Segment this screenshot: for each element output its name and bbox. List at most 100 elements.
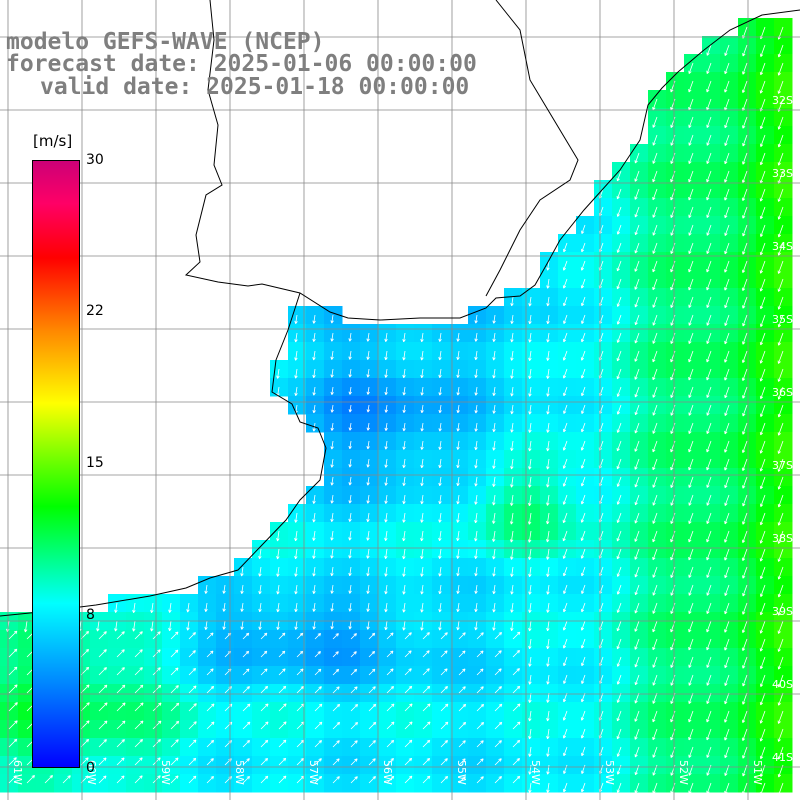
wind-arrow — [294, 350, 298, 361]
latitude-label: 38S — [772, 532, 793, 545]
wind-arrow — [634, 368, 640, 380]
wind-arrow — [634, 728, 640, 740]
wind-arrow — [438, 404, 442, 414]
wind-arrow — [134, 702, 144, 712]
wind-arrow — [422, 685, 431, 694]
wind-arrow — [546, 620, 550, 632]
wind-arrow — [777, 656, 784, 670]
wind-arrow — [759, 350, 766, 364]
wind-arrow — [240, 620, 244, 630]
wind-arrow — [777, 494, 784, 508]
wind-arrow — [528, 296, 532, 307]
wind-arrow — [706, 44, 712, 56]
wind-arrow — [742, 386, 748, 399]
wind-arrow — [724, 440, 730, 453]
wind-arrow — [330, 476, 334, 486]
wind-arrow — [724, 692, 730, 705]
wind-arrow — [494, 758, 502, 766]
wind-arrow — [706, 386, 712, 398]
wind-arrow — [546, 602, 550, 613]
wind-arrow — [580, 530, 586, 541]
wind-arrow — [616, 638, 622, 650]
wind-arrow — [742, 62, 748, 75]
wind-arrow — [777, 44, 784, 58]
wind-arrow — [420, 530, 424, 542]
wind-arrow — [652, 206, 658, 218]
wind-arrow — [741, 350, 748, 364]
wind-arrow — [759, 116, 766, 130]
wind-arrow — [350, 703, 359, 712]
wind-arrow — [330, 404, 334, 413]
wind-arrow — [8, 757, 17, 766]
wind-arrow — [366, 530, 370, 541]
wind-arrow — [759, 260, 766, 274]
wind-arrow — [458, 703, 467, 712]
wind-arrow — [546, 350, 550, 361]
wind-arrow — [616, 170, 622, 182]
wind-arrow — [170, 649, 179, 658]
wind-arrow — [402, 332, 406, 343]
wind-arrow — [350, 668, 358, 676]
wind-arrow — [368, 686, 376, 694]
colorbar-tick-30: 30 — [86, 152, 104, 168]
wind-arrow — [616, 206, 622, 217]
wind-arrow — [206, 703, 215, 712]
longitude-label: 60W — [85, 760, 98, 785]
wind-arrow — [206, 739, 215, 748]
wind-arrow — [476, 650, 484, 658]
wind-arrow — [114, 620, 118, 632]
latitude-labels: 32S 33S 34S 35S 36S 37S 38S 39S 40S 41S — [772, 94, 793, 764]
wind-arrow — [634, 566, 640, 578]
wind-arrow — [240, 566, 244, 577]
wind-arrow — [188, 685, 197, 694]
wind-arrow — [706, 656, 712, 668]
wind-arrow — [312, 314, 316, 324]
wind-arrow — [242, 703, 251, 712]
wind-arrow — [440, 758, 448, 766]
wind-arrow — [510, 440, 514, 452]
wind-arrow — [777, 458, 784, 472]
wind-arrow — [546, 584, 550, 595]
wind-arrow — [384, 386, 388, 396]
wind-arrow — [314, 651, 321, 658]
wind-arrow — [652, 620, 658, 633]
wind-arrow — [742, 782, 748, 795]
wind-arrow — [563, 584, 568, 594]
wind-arrow — [777, 386, 784, 400]
wind-arrow — [152, 739, 161, 748]
wind-arrow — [742, 476, 748, 489]
wind-arrow — [438, 332, 442, 342]
wind-arrow — [386, 721, 395, 730]
wind-arrow — [706, 476, 712, 488]
wind-arrow — [777, 440, 784, 454]
latitude-label: 40S — [772, 678, 793, 691]
wind-arrow — [384, 350, 388, 361]
wind-arrow — [348, 476, 352, 486]
wind-arrow — [706, 260, 712, 273]
wind-arrow — [278, 632, 286, 640]
wind-arrow — [688, 242, 694, 254]
wind-arrow — [510, 602, 514, 613]
wind-arrow — [724, 350, 730, 363]
wind-arrow — [402, 494, 406, 505]
wind-arrow — [777, 296, 784, 310]
wind-arrow — [510, 368, 514, 379]
wind-arrow — [170, 667, 179, 676]
wind-arrow — [652, 440, 658, 453]
wind-arrow — [404, 703, 413, 712]
wind-arrow — [688, 512, 694, 524]
colorbar-tick-22: 22 — [86, 303, 104, 319]
wind-arrow — [348, 584, 352, 594]
wind-arrow — [546, 296, 550, 307]
wind-arrow — [580, 512, 586, 523]
wind-arrow — [616, 620, 622, 632]
wind-arrow — [528, 422, 532, 433]
wind-arrow — [384, 476, 388, 486]
wind-arrow — [332, 668, 340, 676]
wind-arrow — [546, 314, 550, 325]
wind-arrow — [330, 368, 334, 378]
wind-arrow — [492, 494, 496, 506]
wind-arrow — [258, 566, 262, 577]
wind-arrow — [512, 758, 520, 766]
wind-arrow — [188, 703, 197, 712]
